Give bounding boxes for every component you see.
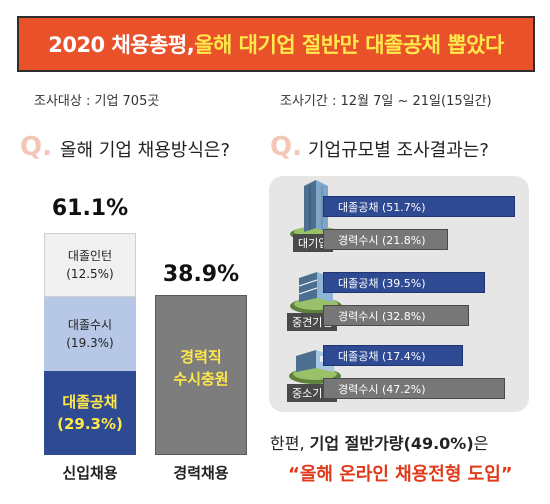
segment-name-open: 대졸공채: [62, 393, 118, 411]
q-left-mark: Q.: [20, 132, 52, 162]
bar-segment-open: 대졸공채 (29.3%): [44, 371, 136, 455]
title-part2: 올해 대기업 절반만 대졸공채 뽑았다: [194, 33, 504, 57]
bar-segment-career: 경력직 수시충원: [155, 295, 247, 455]
survey-target: 조사대상 : 기업 705곳: [34, 94, 160, 109]
title-banner: 2020 채용총평, 올해 대기업 절반만 대졸공채 뽑았다: [17, 16, 535, 72]
bar-segment-intern: 대졸인턴 (12.5%): [44, 233, 136, 297]
footer-note: 한편, 기업 절반가량(49.0%)은: [270, 430, 488, 454]
segment-value-rolling: (19.3%): [66, 336, 114, 350]
total-label-career-hire: 38.9%: [162, 262, 240, 287]
segment-value-open: (29.3%): [57, 415, 123, 433]
footer-prefix: 한편,: [270, 434, 310, 453]
hbar-small-open: 대졸공채 (17.4%): [323, 345, 463, 366]
title-part1: 2020 채용총평,: [48, 33, 195, 57]
total-label-new-hire: 61.1%: [51, 196, 129, 221]
footer-highlight: 기업 절반가량(49.0%): [309, 434, 474, 453]
hbar-label: 경력수시 (47.2%): [338, 382, 426, 396]
hbar-mid-career: 경력수시 (32.8%): [323, 305, 469, 326]
q-right-text: 기업규모별 조사결과는?: [308, 140, 489, 161]
hbar-large-career: 경력수시 (21.8%): [323, 229, 448, 250]
hbar-small-career: 경력수시 (47.2%): [323, 378, 505, 399]
hbar-label: 경력수시 (21.8%): [338, 233, 426, 247]
segment-name-intern: 대졸인턴: [67, 249, 113, 263]
hbar-large-open: 대졸공채 (51.7%): [323, 196, 515, 217]
q-right-mark: Q.: [270, 132, 302, 162]
category-label-career-hire: 경력채용: [173, 464, 229, 482]
footer-headline: “올해 온라인 채용전형 도입”: [288, 464, 513, 485]
survey-period: 조사기간 : 12월 7일 ~ 21일(15일간): [280, 94, 492, 109]
segment-value-intern: (12.5%): [66, 267, 114, 281]
segment-name-rolling: 대졸수시: [67, 318, 113, 332]
category-label-new-hire: 신입채용: [62, 464, 118, 482]
footer-suffix: 은: [473, 434, 489, 453]
bar-segment-rolling: 대졸수시 (19.3%): [44, 297, 136, 371]
q-left-text: 올해 기업 채용방식은?: [60, 140, 231, 161]
hbar-mid-open: 대졸공채 (39.5%): [323, 272, 485, 293]
hbar-label: 대졸공채 (51.7%): [338, 200, 426, 214]
hbar-label: 경력수시 (32.8%): [338, 309, 426, 323]
hbar-label: 대졸공채 (39.5%): [338, 276, 426, 290]
hbar-label: 대졸공채 (17.4%): [338, 349, 426, 363]
